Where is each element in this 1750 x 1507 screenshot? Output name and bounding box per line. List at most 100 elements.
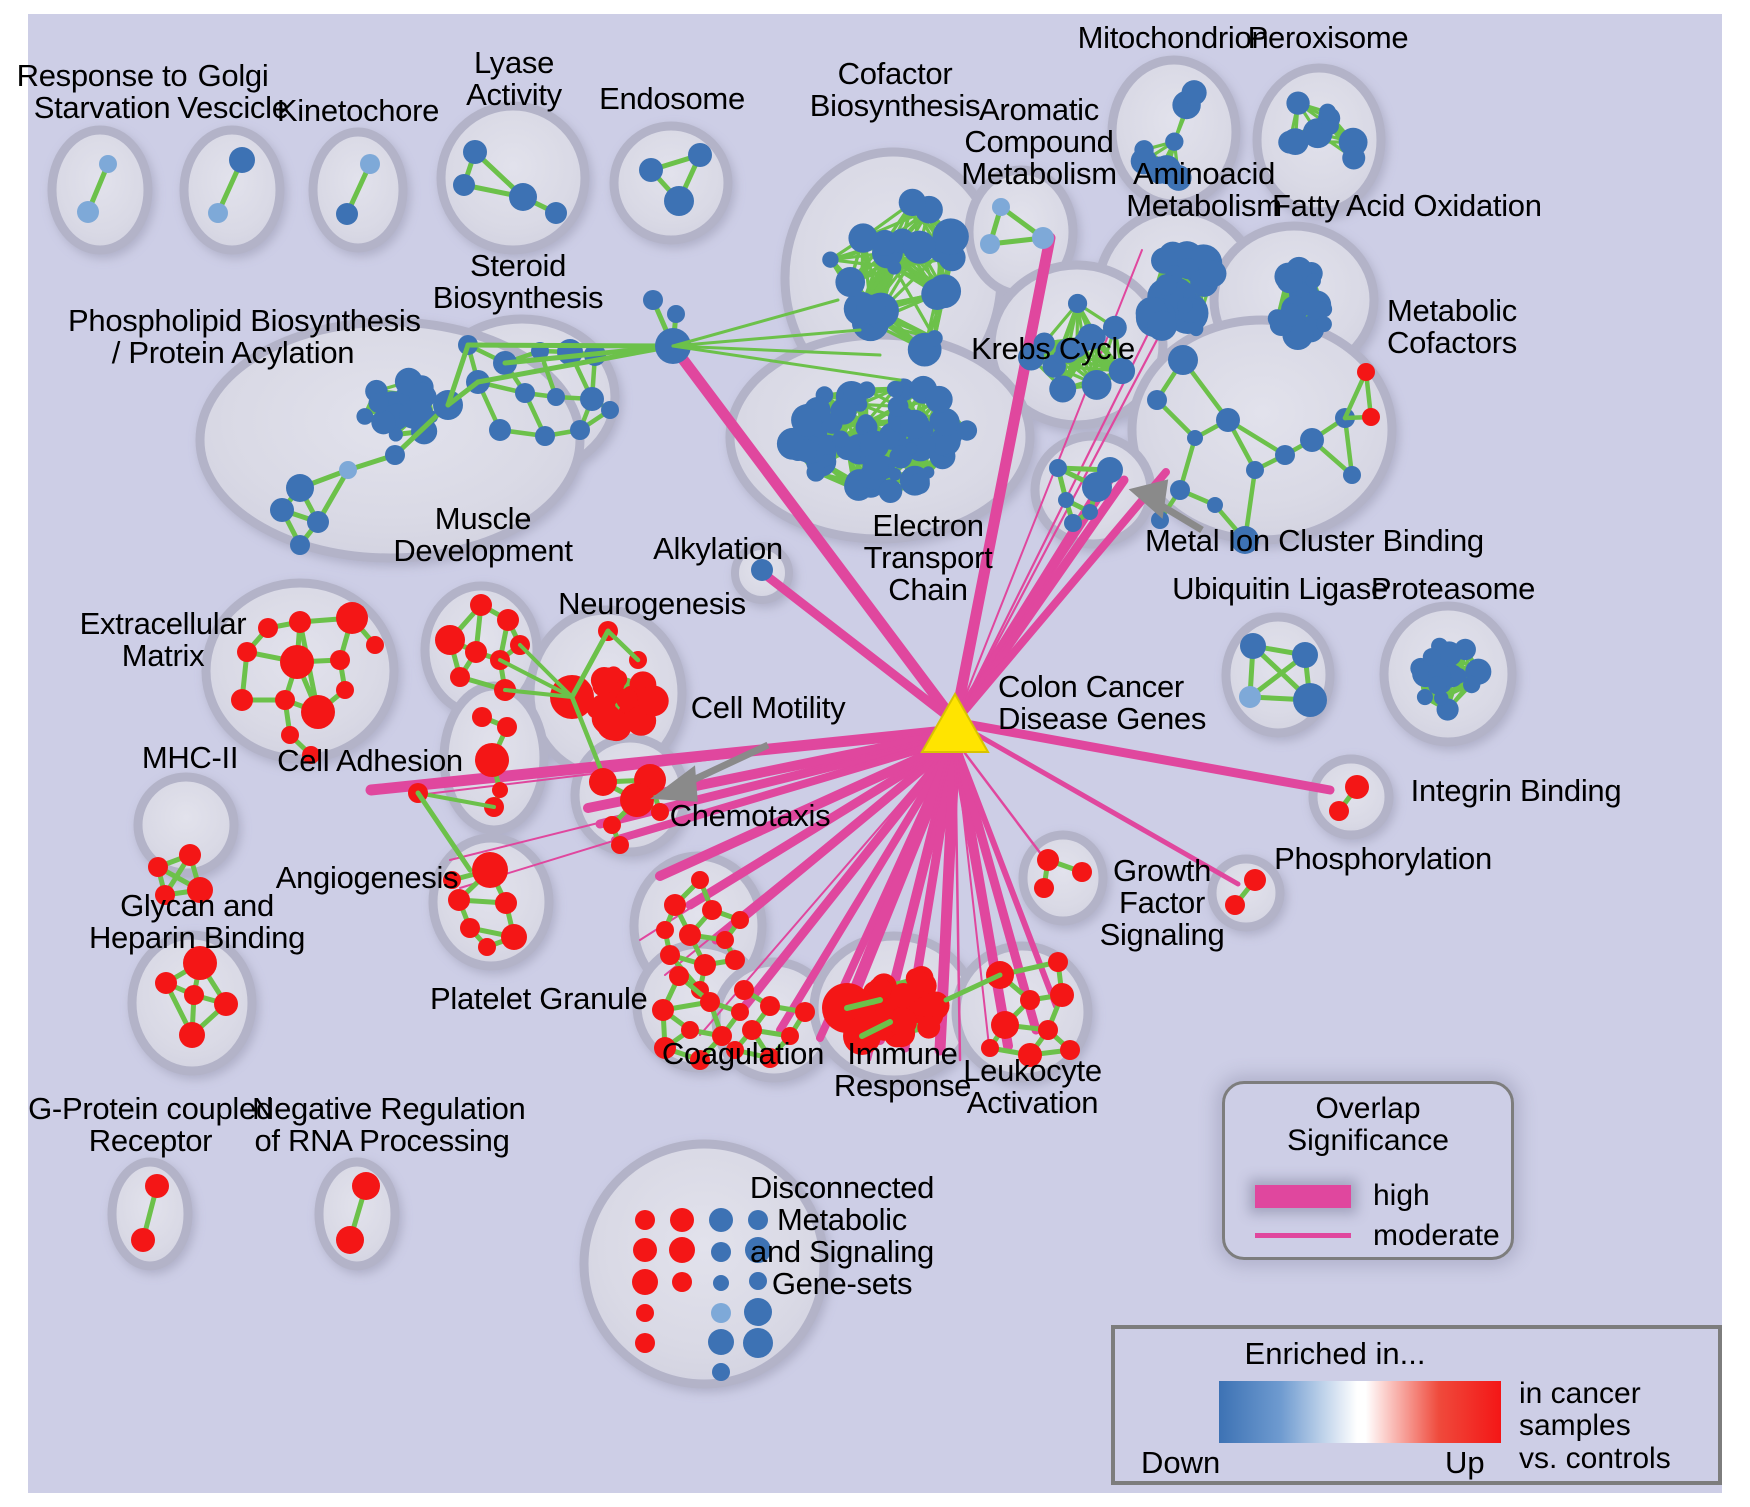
- gene-set-node[interactable]: [886, 380, 904, 398]
- gene-set-node[interactable]: [1321, 117, 1339, 135]
- gene-set-node[interactable]: [336, 1226, 364, 1254]
- gene-set-node[interactable]: [921, 991, 950, 1020]
- gene-set-node[interactable]: [745, 1237, 771, 1263]
- gene-set-node[interactable]: [795, 1002, 815, 1022]
- gene-set-node[interactable]: [385, 445, 405, 465]
- gene-set-node[interactable]: [275, 690, 295, 710]
- gene-set-node[interactable]: [652, 999, 674, 1021]
- gene-set-node[interactable]: [651, 803, 669, 821]
- gene-set-node[interactable]: [858, 381, 876, 399]
- gene-set-node[interactable]: [743, 1328, 773, 1358]
- gene-set-node[interactable]: [1279, 303, 1303, 327]
- gene-set-node[interactable]: [711, 1303, 731, 1323]
- gene-set-node[interactable]: [603, 816, 621, 834]
- gene-set-node[interactable]: [580, 387, 604, 411]
- gene-set-node[interactable]: [450, 667, 470, 687]
- gene-set-node[interactable]: [900, 409, 930, 439]
- gene-set-node[interactable]: [489, 419, 511, 441]
- gene-set-node[interactable]: [601, 711, 632, 742]
- gene-set-node[interactable]: [492, 782, 508, 798]
- gene-set-node[interactable]: [535, 426, 555, 446]
- gene-set-node[interactable]: [857, 414, 875, 432]
- gene-set-node[interactable]: [1244, 869, 1266, 891]
- gene-set-node[interactable]: [388, 427, 403, 442]
- gene-set-node[interactable]: [931, 432, 954, 456]
- gene-set-node[interactable]: [307, 511, 329, 533]
- gene-set-node[interactable]: [460, 918, 480, 938]
- gene-set-node[interactable]: [1147, 390, 1167, 410]
- gene-set-node[interactable]: [356, 408, 374, 425]
- gene-set-node[interactable]: [670, 1208, 694, 1232]
- gene-set-node[interactable]: [336, 681, 354, 699]
- gene-set-node[interactable]: [495, 892, 517, 914]
- gene-set-node[interactable]: [339, 461, 357, 479]
- gene-set-node[interactable]: [1048, 952, 1068, 972]
- gene-set-node[interactable]: [664, 186, 694, 216]
- gene-set-node[interactable]: [1108, 357, 1136, 385]
- gene-set-node[interactable]: [605, 666, 622, 683]
- gene-set-node[interactable]: [731, 911, 749, 929]
- gene-set-node[interactable]: [237, 642, 257, 662]
- gene-set-node[interactable]: [179, 844, 201, 866]
- gene-set-node[interactable]: [183, 946, 217, 980]
- gene-set-node[interactable]: [570, 420, 590, 440]
- gene-set-node[interactable]: [1187, 430, 1203, 446]
- gene-set-node[interactable]: [336, 203, 358, 225]
- gene-set-node[interactable]: [712, 1363, 730, 1381]
- gene-set-node[interactable]: [1037, 849, 1059, 871]
- gene-set-node[interactable]: [681, 1021, 699, 1039]
- gene-set-node[interactable]: [77, 201, 99, 223]
- gene-set-node[interactable]: [856, 294, 886, 325]
- gene-set-node[interactable]: [1246, 461, 1264, 479]
- gene-set-node[interactable]: [632, 1269, 658, 1295]
- gene-set-node[interactable]: [749, 1272, 767, 1290]
- gene-set-node[interactable]: [806, 462, 826, 482]
- gene-set-node[interactable]: [620, 783, 654, 817]
- gene-set-node[interactable]: [1463, 675, 1481, 694]
- gene-set-node[interactable]: [545, 202, 567, 224]
- gene-set-node[interactable]: [1102, 315, 1127, 340]
- gene-set-node[interactable]: [179, 1022, 205, 1048]
- gene-set-node[interactable]: [713, 1275, 729, 1291]
- gene-set-node[interactable]: [1305, 273, 1321, 289]
- gene-set-node[interactable]: [1422, 648, 1441, 666]
- gene-set-node[interactable]: [1319, 103, 1337, 121]
- gene-set-node[interactable]: [187, 877, 213, 903]
- gene-set-node[interactable]: [1064, 514, 1082, 532]
- gene-set-node[interactable]: [664, 894, 686, 916]
- gene-set-node[interactable]: [155, 972, 177, 994]
- gene-set-node[interactable]: [907, 970, 930, 993]
- gene-set-node[interactable]: [926, 330, 943, 347]
- gene-set-node[interactable]: [794, 439, 817, 462]
- gene-set-node[interactable]: [270, 498, 294, 522]
- gene-set-node[interactable]: [280, 645, 314, 679]
- gene-set-node[interactable]: [742, 1020, 762, 1040]
- gene-set-node[interactable]: [208, 203, 228, 223]
- gene-set-node[interactable]: [639, 158, 663, 182]
- gene-set-node[interactable]: [925, 385, 953, 414]
- gene-set-node[interactable]: [1342, 146, 1366, 170]
- gene-set-node[interactable]: [1345, 775, 1369, 799]
- gene-set-node[interactable]: [1436, 641, 1462, 667]
- gene-set-node[interactable]: [992, 198, 1010, 216]
- gene-set-node[interactable]: [302, 746, 320, 764]
- gene-set-node[interactable]: [611, 836, 629, 854]
- gene-set-node[interactable]: [509, 183, 537, 211]
- gene-set-node[interactable]: [927, 274, 962, 309]
- gene-set-node[interactable]: [1292, 642, 1318, 668]
- gene-set-node[interactable]: [669, 1237, 695, 1263]
- gene-set-node[interactable]: [1177, 297, 1193, 314]
- gene-set-node[interactable]: [1275, 445, 1295, 465]
- gene-set-node[interactable]: [1357, 363, 1375, 381]
- gene-set-node[interactable]: [636, 1304, 654, 1322]
- gene-set-node[interactable]: [231, 689, 253, 711]
- gene-set-node[interactable]: [497, 717, 517, 737]
- gene-set-node[interactable]: [744, 1298, 772, 1326]
- gene-set-node[interactable]: [601, 401, 619, 419]
- gene-set-node[interactable]: [1060, 1040, 1080, 1060]
- gene-set-node[interactable]: [908, 473, 930, 495]
- gene-set-node[interactable]: [690, 1050, 710, 1070]
- gene-set-node[interactable]: [547, 388, 565, 406]
- gene-set-node[interactable]: [956, 420, 978, 441]
- gene-set-node[interactable]: [694, 954, 716, 976]
